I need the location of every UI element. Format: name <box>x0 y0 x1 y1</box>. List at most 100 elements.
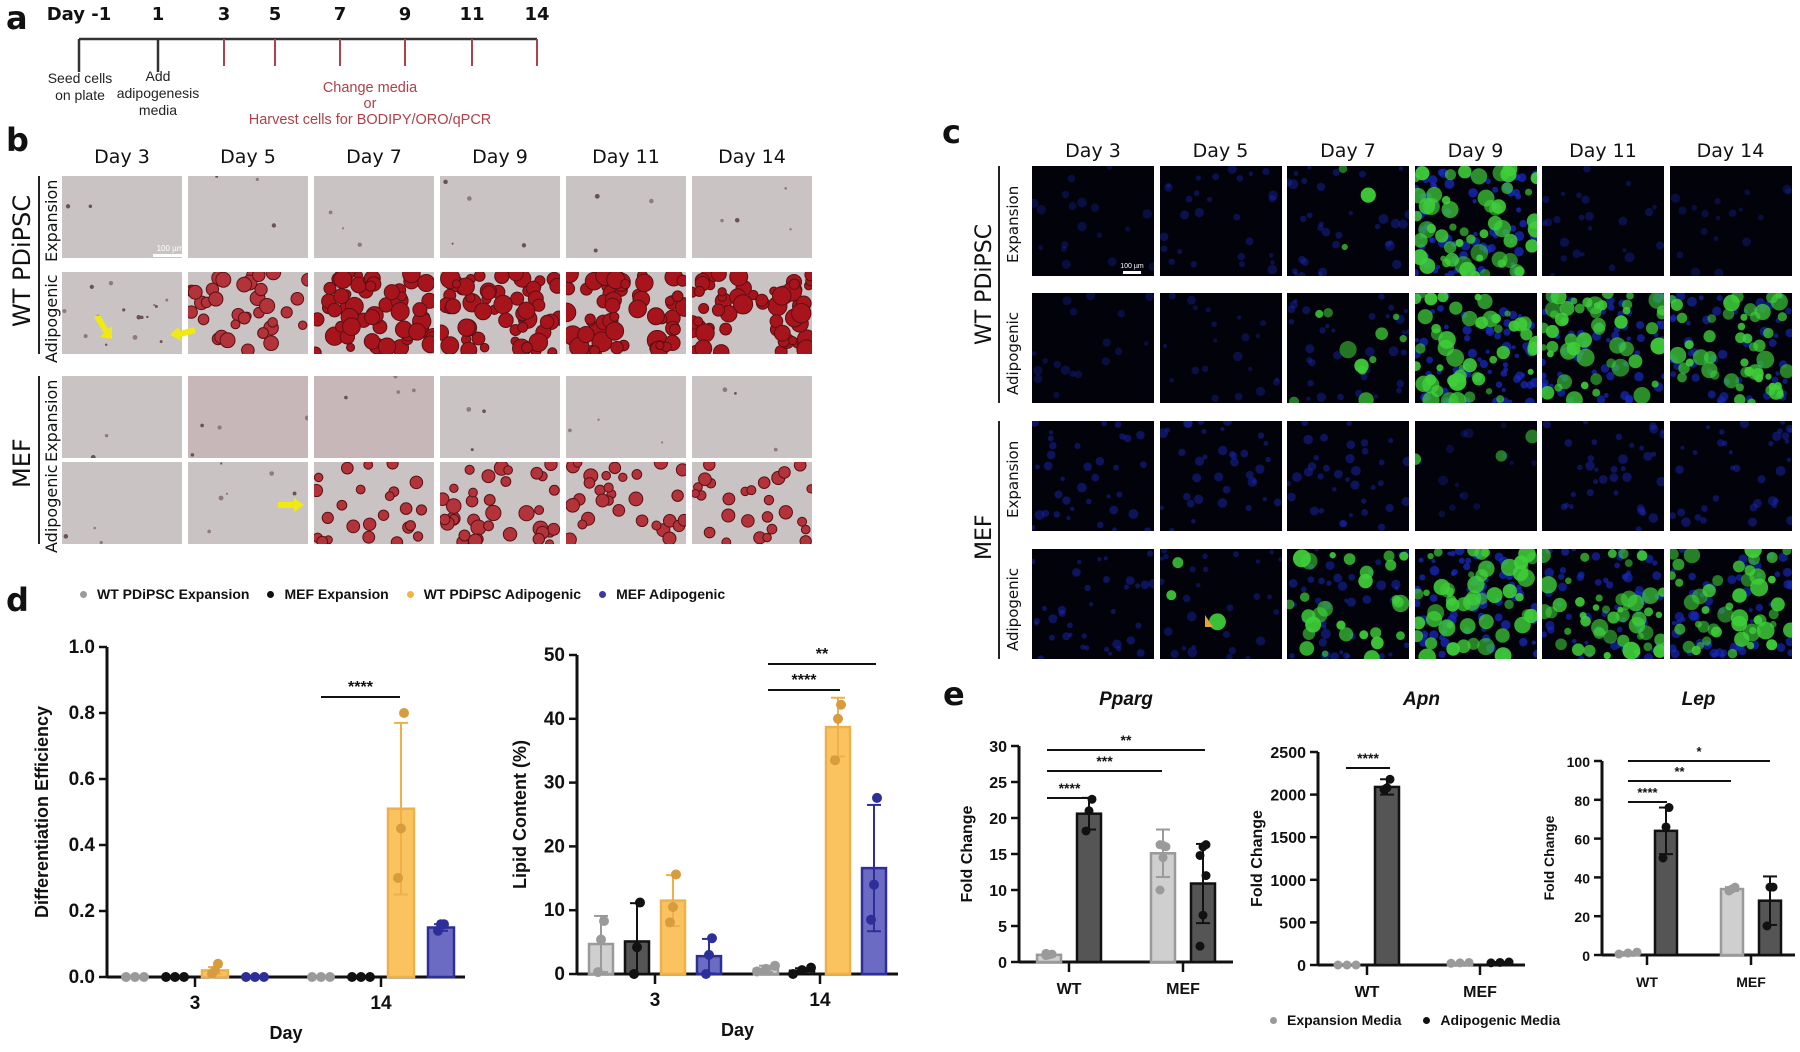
timeline-day-label: 14 <box>524 4 550 25</box>
y-tick-label: 25 <box>989 775 1007 792</box>
significance-label: * <box>1696 744 1702 759</box>
data-point <box>596 934 606 945</box>
data-point <box>1382 783 1392 793</box>
group-bracket <box>38 176 40 354</box>
bar-0-1 <box>1446 957 1474 968</box>
data-point <box>399 708 409 718</box>
event-add-line3: media <box>138 102 178 118</box>
data-point <box>599 916 609 927</box>
data-point <box>1198 910 1208 920</box>
data-point <box>1201 871 1211 881</box>
event-add-media: Add adipogenesis media <box>108 68 208 119</box>
bodipy-image-tile <box>1414 421 1537 531</box>
legend-item: WT PDiPSC Expansion <box>80 586 249 602</box>
y-tick-label: 40 <box>1574 870 1590 886</box>
panel-d-legend: WT PDiPSC Expansion MEF Expansion WT PDi… <box>80 586 725 602</box>
data-point <box>629 969 639 979</box>
legend-dot-icon <box>599 590 607 598</box>
timeline-day-label: 11 <box>459 4 485 25</box>
data-point <box>393 873 403 883</box>
event-seed: Seed cells on plate <box>40 70 120 104</box>
data-point <box>806 962 816 973</box>
y-tick-label: 1000 <box>1270 873 1306 890</box>
data-point <box>365 972 375 982</box>
data-point <box>1155 885 1165 895</box>
y-tick-label: 80 <box>1574 793 1590 809</box>
oro-image-tile <box>188 176 308 258</box>
legend-label: Adipogenic Media <box>1440 1012 1561 1028</box>
y-tick-label: 15 <box>989 847 1007 864</box>
pointer-arrow-icon <box>278 498 304 512</box>
event-seed-line2: on plate <box>55 87 105 103</box>
bar-3-0 <box>695 933 723 979</box>
event-change-line3: Harvest cells for BODIPY/ORO/qPCR <box>248 112 492 128</box>
data-point <box>1201 840 1211 850</box>
bar-1-1 <box>347 972 375 982</box>
data-point <box>347 972 357 982</box>
bodipy-image-tile <box>1032 421 1154 531</box>
oro-image-tile <box>62 462 182 544</box>
event-add-line1: Add <box>145 68 171 84</box>
y-tick-label: 0.2 <box>69 901 95 922</box>
y-tick-label: 500 <box>1279 915 1306 932</box>
panel-e-letter: e <box>943 675 965 713</box>
y-tick-label: 0 <box>1297 958 1306 975</box>
bar-3-1 <box>860 792 888 976</box>
data-point <box>1455 958 1465 968</box>
y-tick-label: 0 <box>554 964 565 985</box>
y-tick-label: 2000 <box>1270 788 1306 805</box>
y-tick-label: 20 <box>544 836 565 857</box>
oro-image-tile <box>692 176 812 258</box>
data-point <box>396 823 406 834</box>
data-point <box>1446 958 1456 968</box>
data-point <box>1661 822 1671 832</box>
event-change-line2: or <box>363 96 377 112</box>
legend-label: WT PDiPSC Expansion <box>97 586 250 602</box>
data-point <box>307 972 317 982</box>
data-point <box>179 972 189 982</box>
column-header: Day 9 <box>1447 140 1504 162</box>
bar-0-1 <box>752 960 780 977</box>
x-tick-label: MEF <box>1736 974 1766 990</box>
oro-image-tile <box>62 376 182 458</box>
column-header: Day 14 <box>1696 140 1765 162</box>
column-header: Day 5 <box>220 146 276 168</box>
data-point <box>1195 850 1205 860</box>
row-label: Adipogenic <box>42 464 61 553</box>
data-point <box>259 972 269 982</box>
data-point <box>833 713 843 724</box>
y-tick-label: 2500 <box>1270 745 1306 762</box>
event-add-line2: adipogenesis <box>116 85 200 101</box>
bodipy-image-tile <box>1159 421 1282 531</box>
significance-label: **** <box>792 672 818 689</box>
column-header: Day 5 <box>1192 140 1249 162</box>
significance-label: **** <box>1059 780 1081 796</box>
event-change-line1: Change media <box>322 80 418 96</box>
oro-image-tile <box>188 272 308 354</box>
bar-0-1 <box>1719 882 1745 957</box>
legend-label: MEF Adipogenic <box>616 586 726 602</box>
bodipy-image-tile <box>1669 421 1792 531</box>
bar-1-1 <box>1757 875 1783 957</box>
row-label: Expansion <box>1004 185 1022 263</box>
bodipy-image-tile <box>1669 166 1792 276</box>
timeline-day-label: 9 <box>398 4 412 25</box>
row-label: Expansion <box>1004 440 1022 518</box>
y-tick-label: 10 <box>989 883 1007 900</box>
scale-bar: 100 µm <box>1115 263 1149 274</box>
bodipy-image-tile <box>1159 549 1282 659</box>
timeline-day-label: 5 <box>268 4 282 25</box>
group-bracket <box>38 376 40 544</box>
row-label: Expansion <box>42 179 61 262</box>
oro-image-tile <box>440 272 560 354</box>
data-point <box>1044 950 1054 960</box>
pointer-arrow-icon <box>1205 615 1213 627</box>
legend-dot-icon <box>1270 1016 1277 1024</box>
data-point <box>139 972 149 982</box>
y-tick-label: 0 <box>998 955 1007 972</box>
data-point <box>1333 960 1343 970</box>
data-point <box>836 699 846 710</box>
oro-image-tile <box>440 176 560 258</box>
bar-0-0 <box>1614 947 1642 959</box>
